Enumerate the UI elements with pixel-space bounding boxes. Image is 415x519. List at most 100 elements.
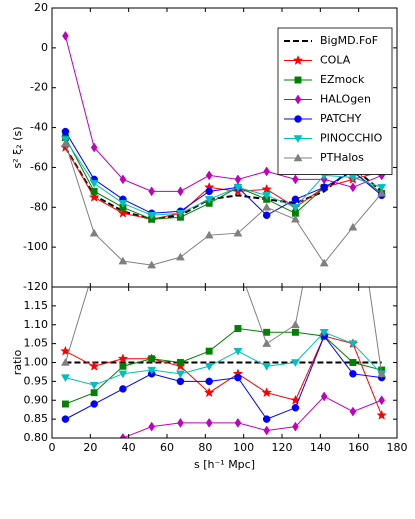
marker xyxy=(61,415,70,423)
marker xyxy=(262,211,271,220)
marker xyxy=(378,395,385,406)
marker xyxy=(234,260,242,267)
x-tick-label: 0 xyxy=(49,441,56,454)
marker xyxy=(262,192,272,200)
legend-label: EZmock xyxy=(320,73,365,86)
marker xyxy=(234,174,242,185)
marker xyxy=(234,325,242,332)
marker xyxy=(60,139,70,147)
marker xyxy=(204,196,214,204)
marker xyxy=(292,174,299,185)
x-tick-label: 140 xyxy=(310,441,331,454)
marker xyxy=(176,264,184,271)
marker xyxy=(90,142,98,153)
marker xyxy=(234,417,242,428)
y-tick-label: 1.10 xyxy=(24,318,49,331)
legend-label: PATCHY xyxy=(320,112,362,125)
marker xyxy=(261,387,272,398)
marker xyxy=(90,264,98,271)
marker xyxy=(119,385,127,393)
y-tick-label: 1.05 xyxy=(24,337,49,350)
marker xyxy=(320,183,328,192)
marker xyxy=(290,359,300,368)
marker xyxy=(234,373,242,382)
marker xyxy=(205,347,213,355)
x-tick-label: 20 xyxy=(83,441,97,454)
marker xyxy=(263,425,270,436)
legend-marker xyxy=(293,153,303,162)
x-axis-label: s [h⁻¹ Mpc] xyxy=(194,458,255,471)
marker xyxy=(90,389,98,397)
marker xyxy=(118,370,128,379)
x-tick-label: 40 xyxy=(122,441,136,454)
y-tick-label: -100 xyxy=(23,240,48,253)
marker xyxy=(118,256,128,265)
marker xyxy=(147,260,157,269)
marker xyxy=(205,187,213,196)
marker xyxy=(291,195,300,204)
legend-marker xyxy=(294,94,302,105)
marker xyxy=(119,174,127,185)
marker xyxy=(263,328,271,336)
legend-marker xyxy=(294,115,302,123)
marker xyxy=(262,415,271,423)
y-tick-label: 1.00 xyxy=(24,356,49,369)
marker xyxy=(175,370,185,379)
marker xyxy=(89,381,99,390)
marker xyxy=(60,357,70,366)
marker xyxy=(117,207,129,218)
marker xyxy=(177,186,184,197)
marker xyxy=(88,360,100,371)
marker xyxy=(320,391,328,402)
series-line xyxy=(65,335,383,416)
marker xyxy=(148,355,156,363)
plot-area xyxy=(60,30,387,269)
x-tick-label: 100 xyxy=(233,441,254,454)
y-tick-label: -60 xyxy=(30,160,48,173)
marker xyxy=(205,417,213,428)
y-tick-label: 0.85 xyxy=(24,412,49,425)
series-line xyxy=(64,131,382,216)
x-tick-label: 180 xyxy=(387,441,408,454)
y-tick-label: 0.90 xyxy=(24,393,49,406)
marker xyxy=(349,182,357,193)
y-tick-label: -120 xyxy=(23,280,48,293)
marker xyxy=(175,210,185,218)
marker xyxy=(233,228,243,237)
series-line xyxy=(64,35,382,192)
marker xyxy=(119,433,127,438)
marker xyxy=(90,187,98,195)
marker xyxy=(176,377,185,386)
marker xyxy=(148,186,155,197)
legend-marker xyxy=(293,135,303,144)
marker xyxy=(262,363,272,371)
marker xyxy=(89,180,99,188)
marker xyxy=(204,363,214,371)
marker xyxy=(376,409,387,420)
y-tick-label: 0.80 xyxy=(24,431,49,444)
marker xyxy=(262,202,272,211)
legend-label: BigMD.FoF xyxy=(320,34,378,47)
marker xyxy=(233,347,243,356)
series-line xyxy=(65,335,382,420)
marker xyxy=(292,421,299,432)
marker xyxy=(349,406,357,417)
marker xyxy=(291,328,299,336)
marker xyxy=(119,245,127,252)
marker xyxy=(233,184,243,192)
marker xyxy=(349,370,357,378)
series-line xyxy=(64,143,383,266)
marker xyxy=(204,230,214,239)
marker xyxy=(60,374,70,383)
marker xyxy=(262,339,272,347)
marker xyxy=(319,329,329,337)
marker xyxy=(62,449,68,458)
marker xyxy=(205,170,213,181)
marker xyxy=(349,359,357,366)
marker xyxy=(89,228,99,237)
legend-label: PINOCCHIO xyxy=(320,132,383,145)
marker xyxy=(205,377,213,386)
marker xyxy=(177,417,184,428)
legend-label: PTHalos xyxy=(320,151,364,164)
